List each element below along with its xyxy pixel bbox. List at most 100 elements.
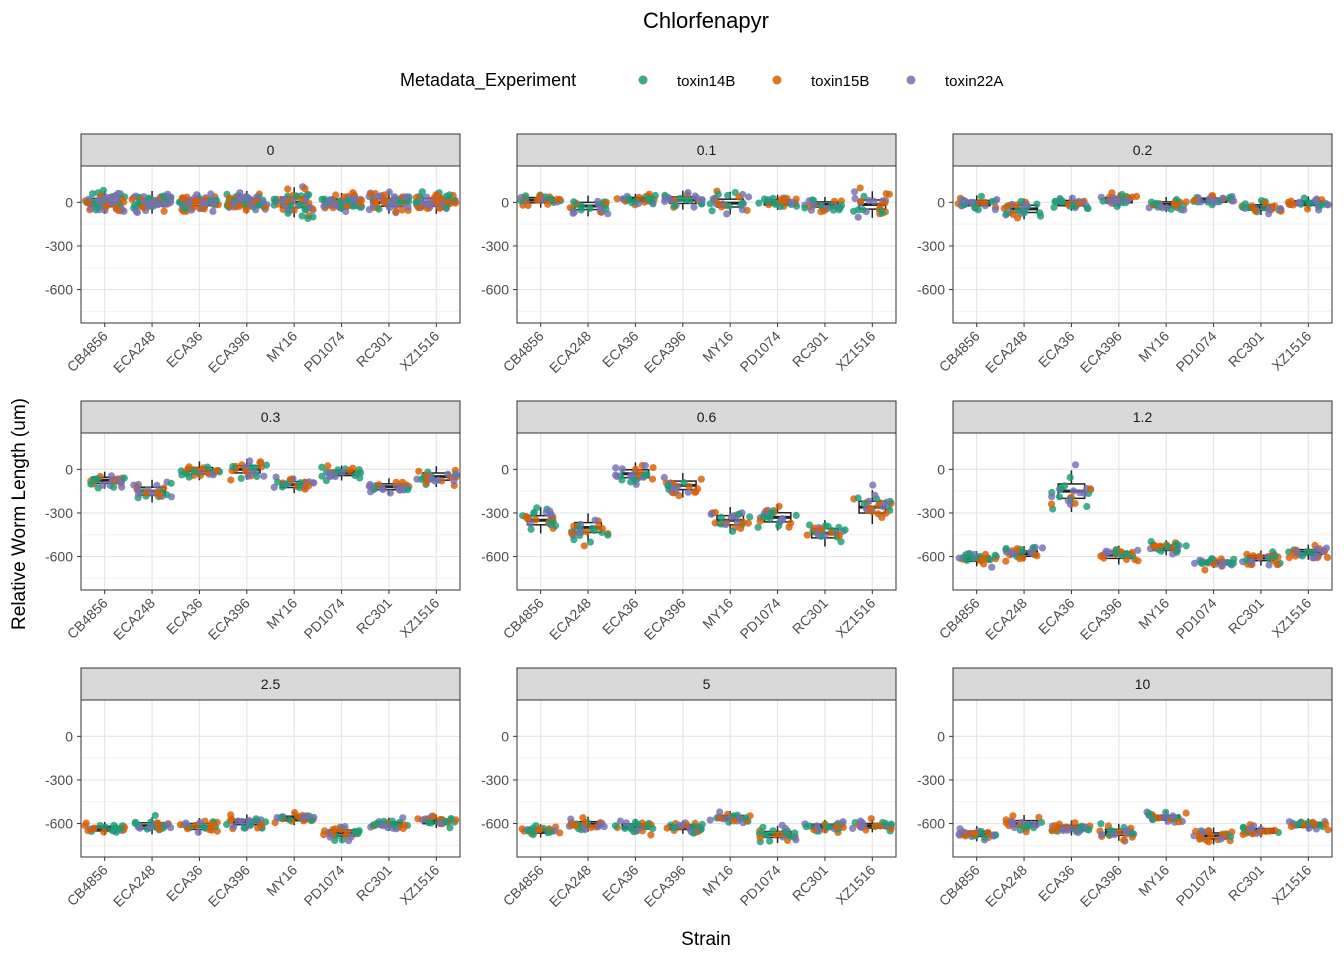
data-point	[1154, 814, 1162, 822]
data-point	[344, 197, 352, 205]
panel-border	[80, 432, 461, 591]
data-point	[390, 201, 398, 209]
data-point	[547, 510, 555, 519]
y-tick-label: -600	[481, 549, 509, 565]
data-point	[536, 824, 544, 833]
data-point	[676, 194, 684, 202]
y-tick-label: -600	[45, 282, 73, 298]
data-point	[422, 472, 430, 480]
data-point	[717, 513, 725, 522]
x-tick-label-MY16: MY16	[699, 862, 736, 899]
data-point	[583, 528, 591, 536]
x-tick-label-PD1074: PD1074	[1173, 862, 1220, 909]
data-point	[648, 475, 657, 483]
data-point	[1032, 821, 1041, 829]
data-point	[1239, 203, 1247, 211]
data-point	[1323, 553, 1332, 562]
data-point	[1201, 566, 1209, 574]
data-point	[154, 819, 162, 827]
data-point	[570, 522, 578, 530]
data-point	[1110, 194, 1118, 202]
data-point	[326, 833, 334, 841]
data-point	[850, 207, 858, 215]
data-point	[857, 823, 865, 832]
data-point	[1182, 809, 1190, 817]
data-point	[398, 478, 407, 486]
data-point	[367, 190, 375, 198]
data-point	[1083, 204, 1091, 212]
data-point	[318, 195, 326, 203]
data-point	[1309, 819, 1317, 827]
data-point	[1265, 561, 1273, 569]
data-point	[381, 196, 389, 204]
data-point	[707, 510, 715, 518]
data-point	[1292, 547, 1301, 556]
data-point	[451, 199, 460, 207]
data-point	[829, 206, 838, 214]
x-tick-label-RC301: RC301	[789, 328, 831, 370]
data-point	[1285, 554, 1293, 562]
data-point	[1075, 200, 1084, 208]
data-point	[193, 191, 201, 199]
data-point	[257, 458, 265, 466]
data-point	[621, 824, 629, 833]
x-tick-label-ECA36: ECA36	[599, 595, 642, 638]
data-point	[604, 531, 612, 539]
data-point	[744, 519, 753, 527]
data-point	[1051, 197, 1059, 205]
data-point	[194, 828, 202, 836]
data-point	[682, 196, 690, 204]
data-point	[108, 199, 116, 207]
x-tick-label-CB4856: CB4856	[64, 862, 111, 909]
data-point	[298, 212, 306, 220]
data-point	[246, 457, 254, 465]
data-point	[522, 192, 530, 200]
data-point	[1227, 832, 1235, 841]
data-point	[238, 817, 246, 826]
data-point	[120, 474, 128, 482]
data-point	[235, 202, 243, 210]
data-point	[445, 191, 454, 199]
data-point	[1074, 828, 1082, 837]
data-point	[1085, 826, 1093, 834]
data-point	[178, 194, 186, 202]
data-point	[835, 523, 843, 532]
data-point	[160, 207, 168, 215]
data-point	[1262, 827, 1270, 836]
data-point	[1182, 542, 1190, 550]
data-point	[1202, 836, 1211, 845]
data-point	[820, 207, 828, 215]
data-point	[401, 821, 409, 829]
data-point	[546, 195, 555, 203]
x-tick-label-ECA248: ECA248	[110, 595, 158, 643]
data-point	[986, 556, 994, 564]
data-point	[94, 484, 102, 492]
data-point	[1149, 816, 1157, 824]
data-point	[1180, 206, 1188, 214]
data-point	[524, 201, 532, 210]
data-point	[734, 510, 743, 519]
data-point	[185, 463, 193, 471]
data-point	[685, 483, 693, 491]
data-point	[955, 554, 963, 562]
data-point	[1050, 203, 1058, 211]
data-point	[301, 185, 309, 193]
data-point	[108, 826, 116, 834]
data-point	[1027, 548, 1035, 556]
data-point	[851, 194, 859, 203]
data-point	[977, 827, 986, 836]
data-point	[1255, 552, 1264, 560]
data-point	[1022, 200, 1030, 209]
data-point	[1243, 550, 1251, 558]
facet-panel-0.3: 0.3 0 -300 -600 CB4856 ECA248 ECA36 ECA396 MY16 P…	[45, 400, 461, 643]
data-point	[716, 814, 724, 822]
y-tick-label: -300	[481, 505, 509, 521]
data-point	[432, 191, 440, 199]
x-axis-title: Strain	[681, 929, 731, 950]
data-point	[849, 824, 857, 833]
data-point	[775, 502, 783, 510]
data-point	[883, 498, 891, 506]
data-point	[714, 190, 722, 198]
data-point	[1219, 194, 1227, 202]
